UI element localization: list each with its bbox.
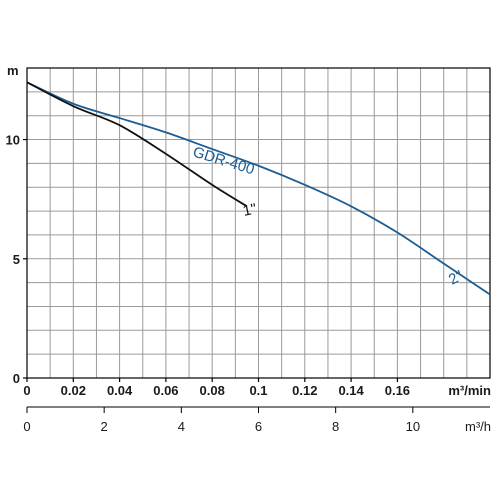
series-line-1in	[26, 81, 248, 208]
grid	[27, 68, 490, 378]
x-tick-label: 0.14	[338, 383, 364, 398]
secondary-x-tick-label: 10	[406, 419, 420, 434]
y-tick-label: 0	[13, 371, 20, 386]
x-tick-label: 0.16	[385, 383, 410, 398]
x-tick-label: 0	[23, 383, 30, 398]
secondary-x-tick-label: 0	[23, 419, 30, 434]
secondary-x-tick-label: 8	[332, 419, 339, 434]
y-tick-label: 10	[6, 133, 20, 148]
secondary-x-tick-label: 4	[178, 419, 185, 434]
secondary-x-tick-label: 2	[101, 419, 108, 434]
x-tick-label: 0.08	[200, 383, 225, 398]
x-tick-label: 0.1	[249, 383, 267, 398]
x-axis-unit-primary: m³/min	[448, 383, 491, 398]
axes	[23, 67, 491, 413]
x-tick-label: 0.04	[107, 383, 133, 398]
series-label-gdr400: GDR-400	[191, 144, 257, 179]
y-tick-label: 5	[13, 252, 20, 267]
series-label-1in: 1"	[241, 200, 258, 219]
x-tick-label: 0.06	[153, 383, 178, 398]
y-axis-unit: m	[7, 63, 19, 78]
secondary-x-tick-label: 6	[255, 419, 262, 434]
series-label-2in: 2"	[446, 267, 466, 288]
x-axis-unit-secondary: m³/h	[465, 419, 491, 434]
series-lines	[26, 81, 491, 296]
x-tick-label: 0.02	[61, 383, 86, 398]
series-line-gdr400	[26, 81, 491, 296]
x-tick-label: 0.12	[292, 383, 317, 398]
